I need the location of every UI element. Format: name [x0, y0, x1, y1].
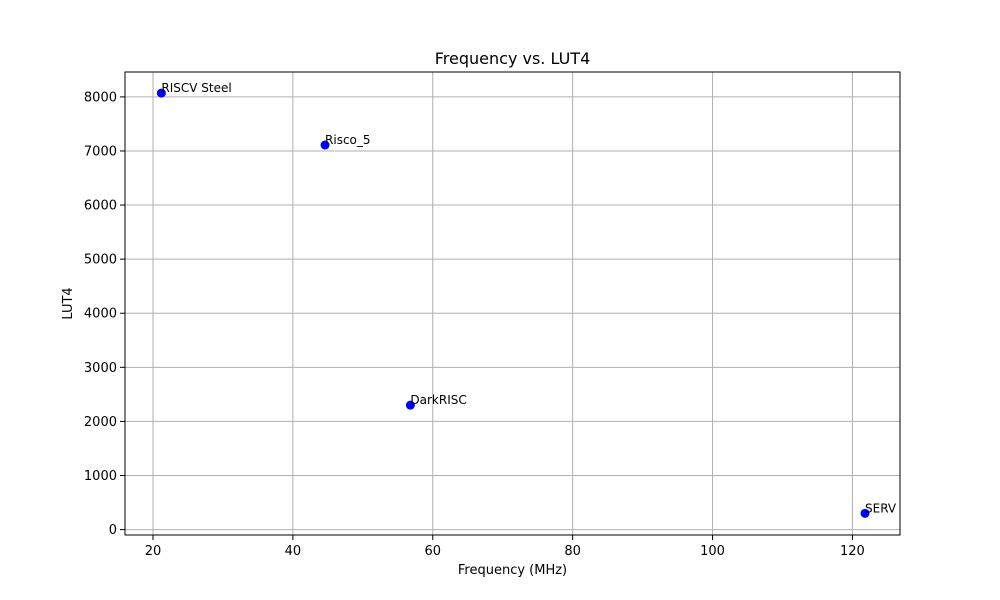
- scatter-point: [156, 88, 166, 98]
- y-tick-label: 7000: [84, 144, 117, 159]
- x-tick-label: 120: [840, 544, 865, 559]
- plot-area-background: [125, 72, 900, 535]
- scatter-point: [860, 508, 870, 518]
- point-annotations: RISCV Steel Risco_5 DarkRISC SERV: [161, 81, 897, 515]
- x-axis-ticks: 20 40 60 80 100 120: [145, 535, 865, 559]
- point-label: SERV: [865, 501, 897, 515]
- y-tick-label: 8000: [84, 90, 117, 105]
- y-tick-label: 1000: [84, 469, 117, 484]
- scatter-point: [405, 400, 415, 410]
- chart-title: Frequency vs. LUT4: [435, 49, 591, 68]
- y-tick-label: 5000: [84, 253, 117, 268]
- scatter-point: [320, 140, 330, 150]
- plot-frame: [124, 71, 901, 536]
- y-tick-label: 3000: [84, 361, 117, 376]
- x-tick-label: 60: [424, 544, 441, 559]
- x-tick-label: 100: [700, 544, 725, 559]
- data-points: [156, 88, 870, 518]
- point-label: RISCV Steel: [161, 81, 231, 95]
- y-tick-label: 4000: [84, 307, 117, 322]
- point-label: Risco_5: [325, 133, 371, 147]
- y-axis-label: LUT4: [61, 287, 76, 319]
- y-tick-label: 0: [109, 523, 117, 538]
- x-tick-label: 20: [145, 544, 162, 559]
- x-axis-label: Frequency (MHz): [458, 563, 567, 578]
- grid-lines: [125, 72, 900, 535]
- point-label: DarkRISC: [410, 393, 466, 407]
- y-axis-ticks: 0 1000 2000 3000 4000 5000 6000 7000 8000: [84, 90, 125, 538]
- x-tick-label: 40: [285, 544, 302, 559]
- x-tick-label: 80: [564, 544, 581, 559]
- y-tick-label: 6000: [84, 199, 117, 214]
- y-tick-label: 2000: [84, 415, 117, 430]
